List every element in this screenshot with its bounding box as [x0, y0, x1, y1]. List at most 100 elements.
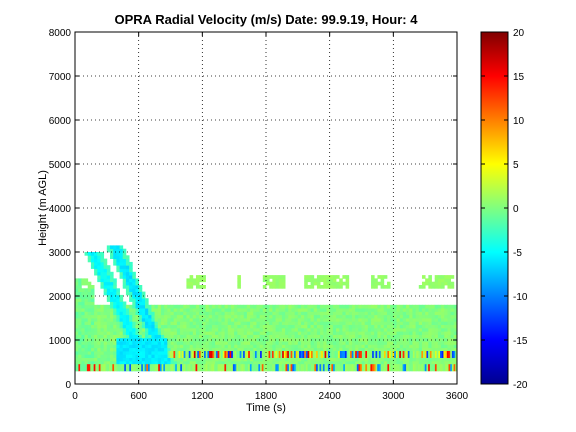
heatmap-cell	[313, 314, 318, 319]
heatmap-cell	[406, 304, 410, 309]
heatmap-cell	[129, 324, 133, 329]
heatmap-cell	[106, 344, 111, 349]
heatmap-strip-cell	[419, 351, 422, 358]
heatmap-cell	[386, 337, 391, 342]
heatmap-cell	[246, 314, 251, 319]
heatmap-cell	[224, 327, 229, 332]
heatmap-cell	[167, 347, 171, 352]
heatmap-cell	[342, 281, 346, 286]
heatmap-cell	[441, 304, 445, 309]
heatmap-cell	[450, 357, 455, 362]
heatmap-cell	[135, 347, 140, 352]
heatmap-cell	[256, 347, 261, 352]
heatmap-cell	[199, 321, 203, 325]
heatmap-cell	[266, 360, 270, 365]
heatmap-strip-cell	[350, 364, 353, 372]
heatmap-cell	[145, 311, 149, 316]
heatmap-cell	[450, 331, 455, 335]
x-tick-label: 2400	[319, 391, 342, 402]
heatmap-cell	[170, 344, 175, 349]
heatmap-cell	[275, 321, 280, 325]
heatmap-cell	[374, 324, 378, 329]
heatmap-cell	[129, 360, 133, 365]
heatmap-cell	[237, 324, 241, 329]
heatmap-cell	[125, 278, 130, 283]
heatmap-cell	[202, 324, 206, 329]
heatmap-cell	[106, 245, 111, 250]
heatmap-cell	[192, 321, 197, 325]
heatmap-cell	[84, 294, 89, 299]
heatmap-cell	[447, 331, 452, 335]
heatmap-cell	[215, 304, 219, 309]
heatmap-cell	[310, 337, 315, 342]
heatmap-cell	[141, 324, 146, 329]
heatmap-strip-cell	[183, 351, 186, 358]
heatmap-cell	[310, 278, 315, 283]
heatmap-cell	[431, 334, 436, 339]
heatmap-cell	[170, 347, 175, 352]
heatmap-cell	[173, 344, 178, 349]
heatmap-strip-cell	[346, 364, 349, 372]
heatmap-cell	[329, 318, 334, 322]
y-tick-label: 7000	[49, 72, 72, 83]
heatmap-cell	[285, 314, 289, 319]
heatmap-cell	[180, 321, 184, 325]
heatmap-cell	[275, 334, 280, 339]
heatmap-strip-cell	[237, 351, 241, 358]
heatmap-strip-cell	[355, 351, 358, 358]
heatmap-cell	[129, 311, 133, 316]
heatmap-cell	[110, 344, 114, 349]
heatmap-cell	[154, 304, 159, 309]
heatmap-cell	[367, 308, 372, 312]
heatmap-cell	[218, 304, 222, 309]
heatmap-cell	[167, 304, 171, 309]
heatmap-cell	[256, 304, 261, 309]
heatmap-cell	[425, 311, 429, 316]
heatmap-cell	[167, 341, 171, 345]
heatmap-cell	[132, 308, 136, 312]
heatmap-cell	[164, 324, 168, 329]
heatmap-cell	[243, 318, 248, 322]
heatmap-cell	[307, 341, 311, 345]
heatmap-strip-cell	[394, 364, 397, 372]
heatmap-cell	[122, 301, 127, 306]
heatmap-cell	[183, 321, 187, 325]
heatmap-cell	[332, 347, 337, 352]
heatmap-cell	[138, 357, 143, 362]
heatmap-cell	[221, 334, 226, 339]
heatmap-cell	[192, 331, 197, 335]
heatmap-cell	[230, 318, 235, 322]
heatmap-cell	[358, 334, 362, 339]
heatmap-strip-cell	[287, 351, 290, 358]
heatmap-cell	[84, 314, 89, 319]
heatmap-cell	[110, 321, 114, 325]
heatmap-cell	[218, 347, 222, 352]
heatmap-cell	[199, 327, 203, 332]
heatmap-cell	[100, 318, 105, 322]
heatmap-cell	[119, 344, 124, 349]
heatmap-strip-cell	[307, 364, 310, 372]
heatmap-cell	[125, 258, 130, 263]
heatmap-cell	[75, 341, 79, 345]
heatmap-cell	[243, 360, 248, 365]
heatmap-cell	[230, 327, 235, 332]
heatmap-cell	[234, 324, 238, 329]
heatmap-cell	[304, 275, 308, 279]
heatmap-cell	[380, 341, 385, 345]
heatmap-cell	[103, 288, 108, 292]
heatmap-cell	[450, 347, 455, 352]
heatmap-cell	[176, 321, 181, 325]
heatmap-cell	[234, 314, 238, 319]
heatmap-cell	[421, 331, 426, 335]
heatmap-cell	[170, 324, 175, 329]
heatmap-cell	[125, 321, 130, 325]
heatmap-cell	[202, 360, 206, 365]
heatmap-cell	[310, 327, 315, 332]
heatmap-strip-cell	[265, 364, 268, 372]
heatmap-cell	[167, 327, 171, 332]
heatmap-cell	[125, 275, 130, 279]
heatmap-cell	[275, 341, 280, 345]
heatmap-cell	[371, 331, 375, 335]
heatmap-cell	[122, 268, 127, 273]
heatmap-cell	[361, 318, 366, 322]
